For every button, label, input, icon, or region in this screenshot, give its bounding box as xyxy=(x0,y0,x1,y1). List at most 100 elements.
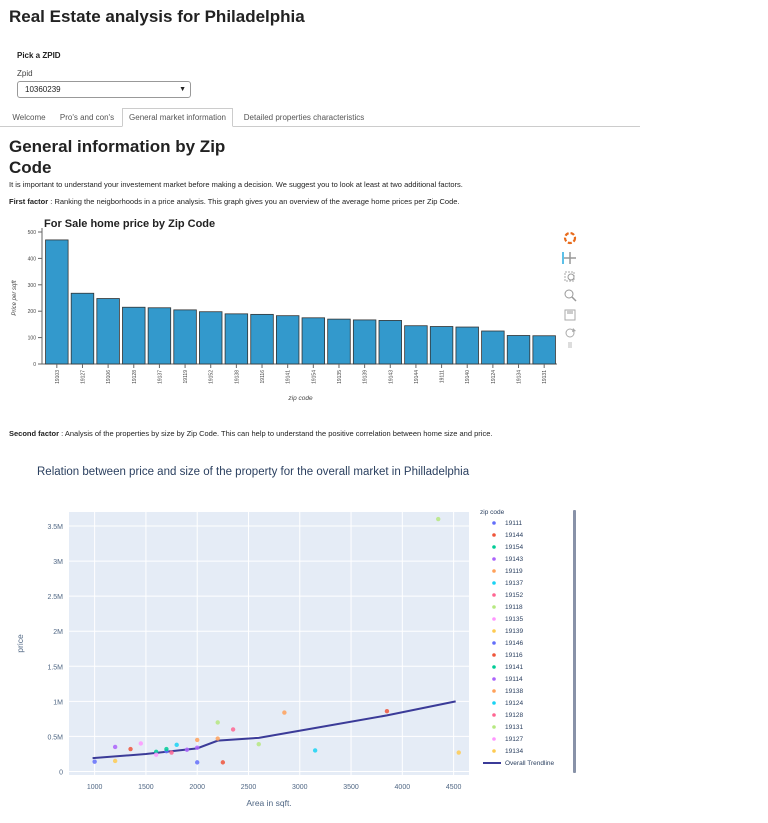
point-19111 xyxy=(92,759,97,764)
scatter-chart-title: Relation between price and size of the p… xyxy=(37,466,470,478)
bar-x-axis-label: zip code xyxy=(287,395,313,402)
point-19114 xyxy=(195,745,200,750)
bar-19124 xyxy=(481,330,505,365)
pick-zpid-label: Pick a ZPID xyxy=(17,51,61,60)
scatter-x-tick-label: 4000 xyxy=(395,784,411,791)
scatter-y-axis-label: price xyxy=(15,634,25,653)
point-19138 xyxy=(195,737,200,743)
legend-item-19128: 19128 xyxy=(505,712,523,719)
scatter-x-axis-label: Area in sqft. xyxy=(246,798,291,808)
point-19116 xyxy=(220,760,226,765)
bar-19119 xyxy=(173,309,197,365)
legend-item-19138: 19138 xyxy=(505,688,523,695)
legend-item-19144: 19144 xyxy=(505,532,523,539)
point-19144 xyxy=(384,708,390,714)
bar-19131 xyxy=(532,335,556,365)
reset-icon[interactable] xyxy=(565,328,576,338)
tab-pros-and-cons[interactable]: Pro's and con's xyxy=(59,113,115,122)
legend-item-19152: 19152 xyxy=(505,592,523,599)
scatter-y-tick-label: 3.5M xyxy=(47,524,63,531)
box-zoom-icon[interactable] xyxy=(564,271,575,282)
bar-x-tick-label: 19144 xyxy=(414,370,420,384)
scatter-y-tick-label: 1.5M xyxy=(47,664,63,671)
bar-x-tick-label: 19106 xyxy=(106,370,112,384)
legend-item-19114: 19114 xyxy=(505,676,523,683)
legend-marker-19116 xyxy=(492,653,496,657)
bar-y-tick-label: 400 xyxy=(28,256,37,262)
tab-detailed-properties-characteristics[interactable]: Detailed properties characteristics xyxy=(243,113,365,122)
legend-item-19134: 19134 xyxy=(505,748,523,755)
bar-19138 xyxy=(224,313,249,365)
zpid-label: Zpid xyxy=(17,69,33,78)
legend-marker-19134 xyxy=(492,749,496,753)
scatter-chart: Relation between price and size of the p… xyxy=(15,466,576,808)
point-19124 xyxy=(312,748,318,753)
bar-19134 xyxy=(506,335,531,365)
legend-item-trendline: Overall Trendline xyxy=(505,760,555,767)
point-19118 xyxy=(215,720,220,725)
first-factor-description: : Ranking the neigborhoods in a price an… xyxy=(48,197,460,206)
scatter-y-tick-label: 0 xyxy=(59,769,63,776)
help-icon[interactable] xyxy=(568,342,572,348)
wheel-zoom-icon[interactable] xyxy=(564,289,577,302)
point-19131 xyxy=(256,741,261,747)
legend-marker-19138 xyxy=(492,689,496,693)
bar-19139 xyxy=(352,319,377,365)
zpid-selected-value: 10360239 xyxy=(25,85,61,94)
bar-x-tick-label: 19131 xyxy=(542,370,548,384)
pan-icon[interactable] xyxy=(562,252,576,264)
legend-item-19118: 19118 xyxy=(505,604,523,611)
bar-x-tick-label: 19154 xyxy=(311,370,317,384)
legend-marker-19131 xyxy=(492,725,496,729)
point-19144 xyxy=(128,746,133,752)
point-19118 xyxy=(436,516,441,522)
legend-item-19141: 19141 xyxy=(505,664,523,671)
legend-item-19139: 19139 xyxy=(505,628,523,635)
bar-19111 xyxy=(429,326,454,365)
bar-x-tick-label: 19137 xyxy=(157,370,163,384)
bar-19135 xyxy=(327,318,351,365)
point-19139 xyxy=(112,758,118,764)
bar-y-tick-label: 100 xyxy=(28,336,37,342)
bokeh-logo-icon[interactable] xyxy=(563,231,577,245)
save-icon[interactable] xyxy=(564,309,576,321)
legend-marker-19139 xyxy=(492,629,496,633)
point-19119 xyxy=(215,736,220,741)
bar-19128 xyxy=(122,306,146,365)
point-19152 xyxy=(169,750,174,755)
zpid-dropdown[interactable]: 10360239 ▼ xyxy=(17,81,191,98)
scatter-y-tick-label: 0.5M xyxy=(47,734,63,741)
bar-19103 xyxy=(45,239,69,365)
point-19127 xyxy=(138,741,143,746)
bar-19140 xyxy=(455,326,479,365)
legend-marker-19124 xyxy=(492,701,496,705)
bar-19152 xyxy=(199,311,223,365)
legend-marker-19128 xyxy=(492,713,496,717)
bar-x-tick-label: 19134 xyxy=(517,370,523,384)
bar-x-tick-label: 19111 xyxy=(440,370,446,383)
second-factor-description: : Analysis of the properties by size by … xyxy=(59,429,493,438)
tab-general-market-information[interactable]: General market information xyxy=(122,108,233,127)
dropdown-arrow-icon: ▼ xyxy=(179,86,186,93)
legend-marker-19154 xyxy=(492,545,496,549)
bar-x-tick-label: 19119 xyxy=(183,370,189,384)
legend-item-19146: 19146 xyxy=(505,640,523,647)
scatter-y-tick-label: 2M xyxy=(53,629,63,636)
bar-19144 xyxy=(404,325,428,365)
scatter-x-tick-label: 2500 xyxy=(241,784,257,791)
scatter-x-tick-label: 3500 xyxy=(343,784,359,791)
bar-19106 xyxy=(96,298,120,365)
legend-item-19137: 19137 xyxy=(505,580,523,587)
legend-marker-19135 xyxy=(492,617,496,621)
bar-x-tick-label: 19127 xyxy=(80,370,86,384)
first-factor-label: First factor xyxy=(9,197,49,206)
bar-x-tick-label: 19116 xyxy=(260,370,266,384)
point-19119 xyxy=(282,710,287,715)
point-19135 xyxy=(153,752,159,757)
section-title: General information by Zip Code xyxy=(9,137,226,177)
second-factor-label: Second factor xyxy=(9,429,60,438)
legend-item-19111: 19111 xyxy=(505,520,522,527)
legend-scrollbar[interactable] xyxy=(573,510,576,773)
bar-x-tick-label: 19124 xyxy=(491,370,497,384)
tab-welcome[interactable]: Welcome xyxy=(12,113,46,122)
